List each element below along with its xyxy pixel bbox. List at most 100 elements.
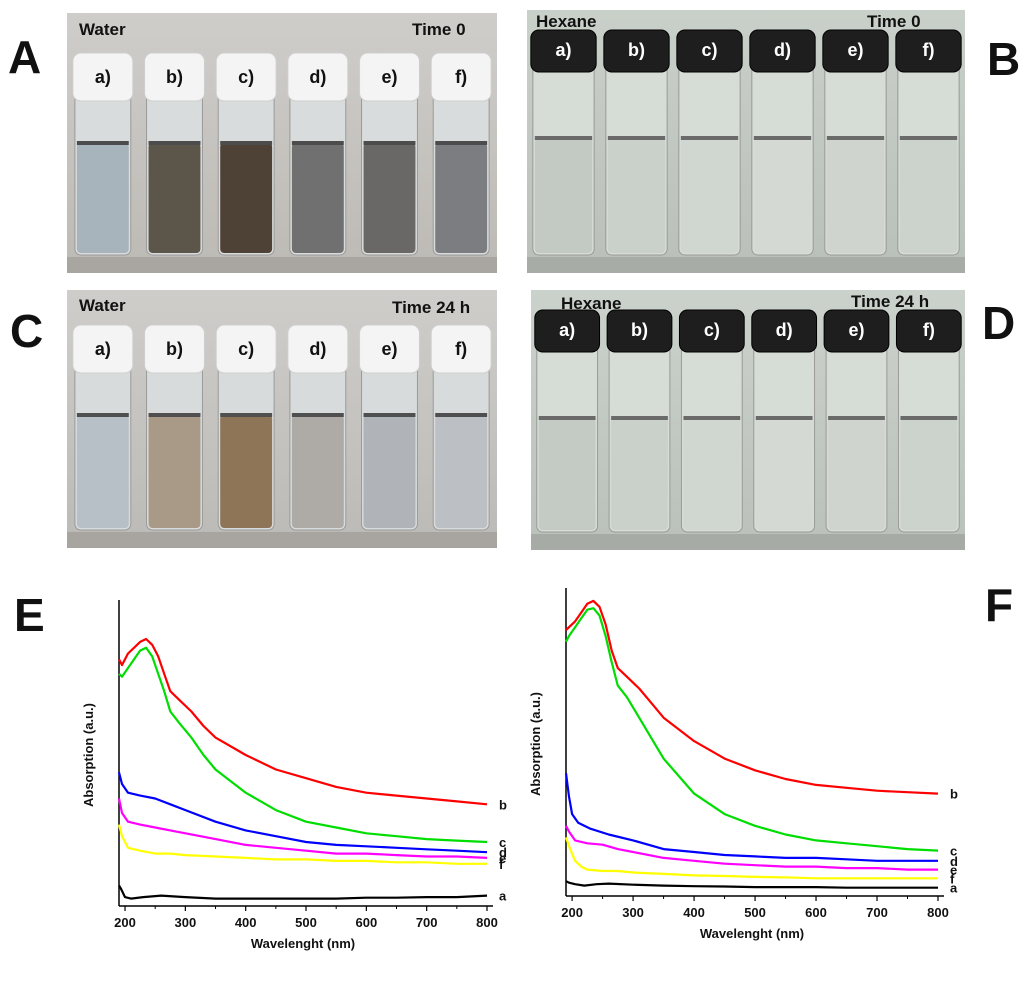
x-tick-label: 300 (175, 915, 197, 930)
vial-label: d) (774, 40, 791, 60)
x-tick-label: 200 (114, 915, 136, 930)
x-tick-label: 800 (927, 905, 949, 920)
vial-label: b) (631, 320, 648, 340)
vial-label: c) (238, 339, 254, 359)
time-label: Time 0 (867, 12, 921, 31)
series-label-f: f (499, 857, 504, 872)
vial-label: c) (704, 320, 720, 340)
series-label-a: a (950, 881, 958, 896)
x-tick-label: 600 (805, 905, 827, 920)
series-label-c: c (499, 835, 506, 850)
time-label: Time 24 h (851, 292, 930, 311)
x-tick-label: 800 (476, 915, 498, 930)
vial-e: e) (822, 29, 889, 256)
vial-label: e) (847, 40, 863, 60)
series-line-f (564, 837, 938, 880)
vial-e: e) (359, 324, 420, 531)
vial-d: d) (287, 324, 349, 531)
x-tick-label: 500 (295, 915, 317, 930)
vial-label: e) (381, 67, 397, 87)
vial-label: e) (848, 320, 864, 340)
solvent-label: Hexane (536, 12, 597, 31)
series-label-d: d (950, 854, 958, 869)
x-tick-label: 200 (561, 905, 583, 920)
series-label-a: a (499, 889, 507, 904)
chart-f-svg: 200 300 400 500 600 700 800 Wavelenght (nm) Abso… (528, 588, 958, 941)
x-axis-title: Wavelenght (nm) (700, 926, 804, 941)
vial-label: d) (309, 67, 326, 87)
vial-b: b) (603, 29, 670, 256)
vial-c: c) (678, 309, 745, 533)
vial-row-hexane-0: a) b) c) d) e) f) (527, 10, 965, 273)
series-label-b: b (499, 797, 507, 812)
panel-letter-d: D (982, 297, 1016, 349)
series-line-a (118, 884, 488, 900)
solvent-label: Water (79, 296, 126, 315)
panel-letter-a: A (8, 31, 42, 83)
vial-label: d) (309, 339, 326, 359)
vial-row-hexane-24h: a) b) c) d) e) f) (531, 290, 965, 550)
vial-f: f) (895, 29, 962, 256)
vial-label: f) (923, 320, 935, 340)
time-label: Time 24 h (392, 298, 471, 317)
vial-c: c) (676, 29, 743, 256)
x-tick-label: 300 (622, 905, 644, 920)
x-tick-label: 500 (744, 905, 766, 920)
vial-label: a) (95, 67, 111, 87)
series-label-c: c (950, 844, 957, 859)
photo-water-time-24h: a) b) c) d) e) f) Water Time 24 h (67, 290, 497, 548)
vial-e: e) (823, 309, 890, 533)
x-axis-title: Wavelenght (nm) (251, 936, 355, 951)
x-tick-label: 700 (416, 915, 438, 930)
vial-label: b) (628, 40, 645, 60)
series-label-f: f (950, 871, 955, 886)
vial-d: d) (751, 309, 818, 533)
panel-letter-e: E (14, 589, 45, 641)
vial-label: d) (776, 320, 793, 340)
time-label: Time 0 (412, 20, 466, 39)
vial-row-water-24h: a) b) c) d) e) f) (67, 290, 497, 548)
series-line-c (118, 646, 488, 844)
solvent-label: Water (79, 20, 126, 39)
vial-label: f) (455, 67, 467, 87)
vial-label: c) (701, 40, 717, 60)
vial-label: a) (555, 40, 571, 60)
series-line-b (565, 599, 939, 795)
vial-label: b) (166, 339, 183, 359)
photo-water-time-0: a) b) c) d) e) f) Water Time 0 (67, 13, 497, 273)
series-line-d (564, 773, 938, 862)
vial-b: b) (144, 324, 205, 531)
chart-e-absorption: 200 300 400 500 600 700 800 Wavelenght (nm) Abso… (50, 600, 510, 985)
vial-e: e) (359, 52, 420, 256)
vial-b: b) (144, 52, 205, 256)
chart-f-absorption: 200 300 400 500 600 700 800 Wavelenght (nm) Abso… (510, 588, 970, 985)
x-tick-label: 700 (866, 905, 888, 920)
y-axis-title: Absorption (a.u.) (528, 692, 543, 796)
vial-c: c) (215, 324, 277, 531)
series-line-a (565, 880, 938, 889)
panel-letter-b: B (987, 33, 1021, 85)
vial-a: a) (530, 29, 597, 256)
vial-label: b) (166, 67, 183, 87)
vial-row-water-0: a) b) c) d) e) f) (67, 13, 497, 273)
solvent-label: Hexane (561, 294, 622, 313)
y-axis-title: Absorption (a.u.) (81, 703, 96, 807)
series-label-e: e (499, 851, 506, 866)
photo-hexane-time-24h: a) b) c) d) e) f) Hexane Time 24 h (531, 290, 965, 550)
panel-letter-c: C (10, 305, 44, 357)
vial-label: e) (381, 339, 397, 359)
vial-f: f) (430, 324, 492, 531)
x-tick-label: 400 (683, 905, 705, 920)
vial-label: a) (95, 339, 111, 359)
vial-c: c) (215, 52, 277, 256)
vial-label: f) (455, 339, 467, 359)
vial-f: f) (895, 309, 962, 533)
chart-e-svg: 200 300 400 500 600 700 800 Wavelenght (nm) Abso… (81, 600, 507, 951)
series-label-e: e (950, 863, 957, 878)
series-label-b: b (950, 787, 958, 802)
vial-label: a) (559, 320, 575, 340)
photo-hexane-time-0: a) b) c) d) e) f) Hexane Time 0 (527, 10, 965, 273)
x-tick-label: 400 (235, 915, 257, 930)
series-line-e (117, 798, 488, 859)
series-line-f (117, 824, 487, 865)
